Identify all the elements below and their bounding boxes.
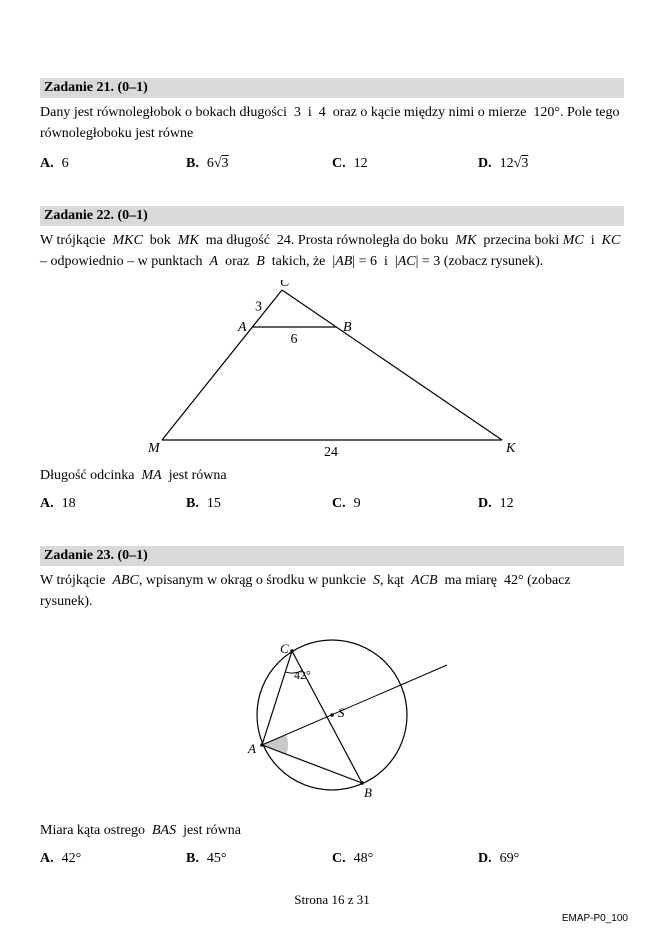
- answer-value: 6: [62, 156, 69, 172]
- answer-value: 15: [207, 496, 221, 512]
- answer-value: 48°: [354, 851, 374, 867]
- answer-letter: A.: [40, 851, 54, 867]
- task22-answer-d: D. 12: [478, 496, 624, 512]
- answer-letter: D.: [478, 496, 492, 512]
- svg-text:M: M: [147, 441, 161, 456]
- task21-answers: A. 6 B. 6√3 C. 12 D. 12√3: [40, 156, 624, 172]
- answer-letter: B.: [186, 496, 199, 512]
- task23-post: Miara kąta ostrego BAS jest równa: [40, 823, 624, 839]
- answer-letter: D.: [478, 851, 492, 867]
- answer-value: 12: [354, 156, 368, 172]
- answer-value: 42°: [62, 851, 82, 867]
- task22-answer-b: B. 15: [186, 496, 332, 512]
- answer-value: 9: [354, 496, 361, 512]
- task23-answer-b: B. 45°: [186, 851, 332, 867]
- answer-letter: A.: [40, 156, 54, 172]
- answer-letter: D.: [478, 156, 492, 172]
- svg-text:B: B: [364, 785, 372, 800]
- svg-text:42°: 42°: [294, 668, 311, 682]
- answer-value: 12: [500, 496, 514, 512]
- answer-letter: C.: [332, 496, 346, 512]
- task21-answer-d: D. 12√3: [478, 156, 624, 172]
- answer-letter: B.: [186, 851, 199, 867]
- page-footer: Strona 16 z 31: [0, 892, 664, 908]
- circle-diagram: C A B S 42°: [192, 620, 472, 815]
- task23-figure: C A B S 42°: [40, 620, 624, 815]
- task23-answer-c: C. 48°: [332, 851, 478, 867]
- task22-answer-c: C. 9: [332, 496, 478, 512]
- svg-text:C: C: [280, 641, 289, 656]
- answer-letter: C.: [332, 156, 346, 172]
- svg-text:24: 24: [324, 445, 338, 460]
- answer-letter: A.: [40, 496, 54, 512]
- svg-text:A: A: [247, 741, 256, 756]
- page-code: EMAP-P0_100: [562, 913, 628, 924]
- task23-header: Zadanie 23. (0–1): [40, 546, 624, 566]
- answer-letter: C.: [332, 851, 346, 867]
- answer-value: 45°: [207, 851, 227, 867]
- task22-answer-a: A. 18: [40, 496, 186, 512]
- task23-body: W trójkącie ABC, wpisanym w okrąg o środ…: [40, 570, 624, 612]
- svg-text:A: A: [237, 320, 247, 335]
- answer-value: 12√3: [500, 156, 529, 172]
- task22-answers: A. 18 B. 15 C. 9 D. 12: [40, 496, 624, 512]
- task22-figure: M K C A B 3 6 24: [40, 280, 624, 460]
- task21-answer-c: C. 12: [332, 156, 478, 172]
- svg-text:S: S: [338, 705, 345, 720]
- task22-body: W trójkącie MKC bok MK ma długość 24. Pr…: [40, 230, 624, 272]
- task22-header: Zadanie 22. (0–1): [40, 206, 624, 226]
- task23-answers: A. 42° B. 45° C. 48° D. 69°: [40, 851, 624, 867]
- svg-text:B: B: [343, 320, 352, 335]
- task21-answer-b: B. 6√3: [186, 156, 332, 172]
- svg-text:6: 6: [291, 332, 298, 347]
- triangle-diagram: M K C A B 3 6 24: [122, 280, 542, 460]
- answer-value: 6√3: [207, 156, 229, 172]
- svg-text:K: K: [505, 441, 516, 456]
- task21-header: Zadanie 21. (0–1): [40, 78, 624, 98]
- task21-body: Dany jest równoległobok o bokach długośc…: [40, 102, 624, 144]
- answer-value: 18: [62, 496, 76, 512]
- answer-value: 69°: [500, 851, 520, 867]
- svg-text:C: C: [280, 280, 290, 290]
- task21-answer-a: A. 6: [40, 156, 186, 172]
- task22-post: Długość odcinka MA jest równa: [40, 468, 624, 484]
- task23-answer-a: A. 42°: [40, 851, 186, 867]
- svg-text:3: 3: [255, 300, 262, 315]
- task23-answer-d: D. 69°: [478, 851, 624, 867]
- answer-letter: B.: [186, 156, 199, 172]
